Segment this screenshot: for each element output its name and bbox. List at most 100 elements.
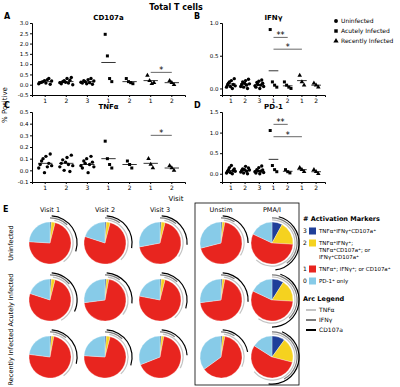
point xyxy=(91,160,94,163)
tick-label: 1 xyxy=(43,184,47,191)
tick-label: 2 xyxy=(128,97,132,104)
pie xyxy=(84,215,133,264)
tick-label: 2 xyxy=(170,97,174,104)
marker-arc xyxy=(160,274,178,282)
marks xyxy=(225,28,321,90)
tick: 0.5 xyxy=(20,109,32,115)
y-axis-title: % Positive xyxy=(1,87,9,123)
point xyxy=(271,80,274,83)
point xyxy=(110,167,113,170)
tick: 1 xyxy=(300,182,304,191)
tick-label: 0.1 xyxy=(20,156,29,162)
marker-arc xyxy=(272,274,298,318)
legend-swatch xyxy=(309,228,316,235)
legend-label: TNFα⁺IFNγ⁺CD107a⁺ xyxy=(318,228,376,235)
tick: 0.0 xyxy=(20,82,32,88)
column-header: Visit 1 xyxy=(40,206,60,214)
panel-title: TNFα xyxy=(98,103,118,111)
marker-arc xyxy=(223,215,249,243)
point xyxy=(288,171,291,174)
tick-mark xyxy=(30,95,32,96)
marker-arc xyxy=(256,219,296,266)
tick: 2 xyxy=(243,95,247,104)
pie-slice xyxy=(30,279,50,300)
marker-arc xyxy=(105,274,120,280)
marker-arc xyxy=(52,215,78,251)
tick-label: 1 xyxy=(229,97,233,104)
tick-label: 3 xyxy=(257,97,261,104)
point xyxy=(260,78,263,81)
point xyxy=(61,158,64,161)
mean-line xyxy=(240,170,250,171)
point xyxy=(269,129,272,132)
tick: 0.3 xyxy=(20,133,32,139)
point xyxy=(247,78,250,81)
tick: 1.0 xyxy=(20,61,32,67)
mean-line xyxy=(101,62,115,63)
panel: DPD-10.00.51.01.51231212*** xyxy=(194,101,326,191)
marker-arc xyxy=(107,272,133,303)
marker-arc xyxy=(50,217,68,225)
mean-line xyxy=(122,164,136,165)
pie xyxy=(251,331,300,384)
point xyxy=(275,86,278,89)
tick: 2 xyxy=(64,95,68,104)
pie-slice xyxy=(139,222,160,247)
legend-symbol xyxy=(333,38,338,43)
legend-label: TNFα⁺IFNγ⁺; xyxy=(318,240,353,247)
point xyxy=(269,28,272,31)
panel-title: PD-1 xyxy=(264,103,283,111)
tick-label: 1 xyxy=(300,184,304,191)
tick-label: 2 xyxy=(286,97,290,104)
column-header: PMA/I xyxy=(263,206,281,214)
pie xyxy=(139,272,188,321)
point xyxy=(244,165,247,168)
legend-label: TNFα⁺CD107a⁺; or xyxy=(318,247,371,253)
point xyxy=(104,140,107,143)
tick-mark xyxy=(220,88,222,89)
tick: 1 xyxy=(272,182,276,191)
pie-slice xyxy=(200,279,221,303)
significance-label: ** xyxy=(277,118,285,127)
tick: 0.5 xyxy=(210,53,222,59)
point xyxy=(70,76,73,79)
significance-label: * xyxy=(159,129,163,138)
point xyxy=(108,163,111,166)
point xyxy=(92,165,95,168)
point xyxy=(86,171,89,174)
point xyxy=(275,170,278,173)
arc-legend-swatch xyxy=(306,319,316,321)
point xyxy=(58,165,61,168)
legend-symbol xyxy=(334,29,337,32)
y-axis: 0.00.51.0 xyxy=(210,20,223,95)
tick: 1.0 xyxy=(210,130,222,136)
point xyxy=(244,79,247,82)
tick-label: 3 xyxy=(85,184,89,191)
legend-swatch xyxy=(309,266,316,273)
mean-line xyxy=(297,80,307,81)
tick: 3 xyxy=(257,95,261,104)
marker-arc xyxy=(160,331,175,337)
point xyxy=(148,162,153,166)
pie xyxy=(200,215,249,264)
pie xyxy=(200,272,249,321)
pie-slice xyxy=(139,279,160,300)
legend: UninfectedAcutely InfectedRecently Infec… xyxy=(333,17,393,45)
point xyxy=(65,156,68,159)
marker-arc xyxy=(272,217,298,263)
pie xyxy=(251,216,300,270)
marker-arc xyxy=(275,216,299,270)
tick: 0.0 xyxy=(210,171,222,177)
point xyxy=(151,165,156,169)
point xyxy=(104,33,107,36)
pie-slice xyxy=(139,223,181,264)
tick-label: 2 xyxy=(243,184,247,191)
tick: 0.0 xyxy=(210,86,222,92)
point xyxy=(260,164,263,167)
mean-line xyxy=(240,83,250,84)
pie xyxy=(84,272,133,321)
tick-label: 2 xyxy=(243,97,247,104)
tick-label: 1.5 xyxy=(20,51,29,57)
mean-line xyxy=(80,81,94,82)
pie-slice xyxy=(200,336,221,369)
